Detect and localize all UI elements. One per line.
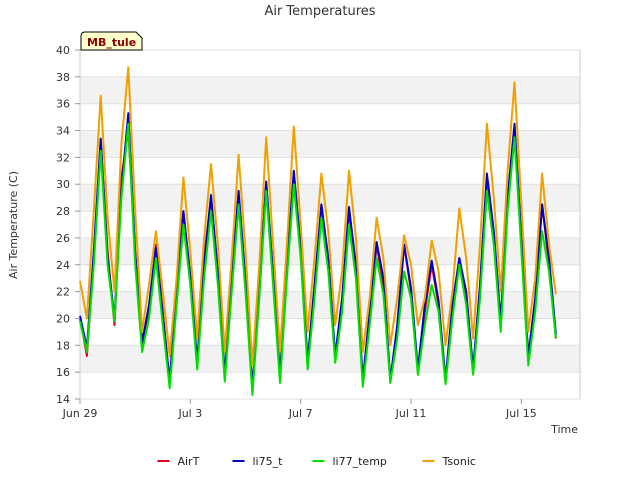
- legend: AirT li75_t li77_temp Tsonic: [157, 455, 476, 468]
- background-band: [80, 184, 580, 212]
- site-label-box: [80, 31, 143, 51]
- x-tick-label: Jul 15: [505, 407, 537, 420]
- background-band: [80, 130, 580, 158]
- y-tick-label: 40: [56, 44, 70, 57]
- y-tick-label: 34: [56, 125, 70, 138]
- x-tick-label: Jul 7: [288, 407, 313, 420]
- x-tick-label: Jul 3: [177, 407, 202, 420]
- background-band: [80, 345, 580, 373]
- y-axis: 14 16 18 20 22 24 26 28 30 32 34 36 38 40: [56, 44, 80, 406]
- x-tick-label: Jul 11: [395, 407, 427, 420]
- chart-title: Air Temperatures: [264, 4, 375, 19]
- y-tick-label: 32: [56, 151, 70, 164]
- legend-item: li77_temp: [312, 455, 387, 468]
- series-line-tsonic: [79, 66, 557, 367]
- site-label-badge: MB_tule: [80, 31, 143, 51]
- x-tick-label: Jun 29: [62, 407, 98, 420]
- series-layer: [79, 66, 557, 396]
- y-tick-label: 28: [56, 205, 70, 218]
- x-axis-title: Time: [550, 423, 578, 436]
- legend-item: AirT: [157, 455, 200, 468]
- legend-item: Tsonic: [422, 455, 476, 468]
- y-tick-label: 18: [56, 339, 70, 352]
- y-tick-label: 14: [56, 393, 70, 406]
- plot-background-bands: [80, 76, 580, 373]
- y-tick-label: 36: [56, 98, 70, 111]
- site-label-text: MB_tule: [87, 36, 136, 49]
- y-tick-label: 24: [56, 259, 70, 272]
- y-tick-label: 38: [56, 71, 70, 84]
- y-tick-label: 30: [56, 178, 70, 191]
- y-tick-label: 20: [56, 312, 70, 325]
- legend-label: li75_t: [253, 455, 284, 468]
- legend-item: li75_t: [232, 455, 284, 468]
- y-tick-label: 22: [56, 286, 70, 299]
- y-tick-label: 26: [56, 232, 70, 245]
- series-line-li77-temp: [79, 122, 557, 396]
- y-axis-title: Air Temperature (C): [7, 171, 20, 279]
- legend-label: Tsonic: [442, 455, 476, 468]
- x-axis: Jun 29 Jul 3 Jul 7 Jul 11 Jul 15: [62, 399, 537, 420]
- legend-label: li77_temp: [333, 455, 387, 468]
- background-band: [80, 76, 580, 104]
- y-tick-label: 16: [56, 366, 70, 379]
- legend-label: AirT: [178, 455, 200, 468]
